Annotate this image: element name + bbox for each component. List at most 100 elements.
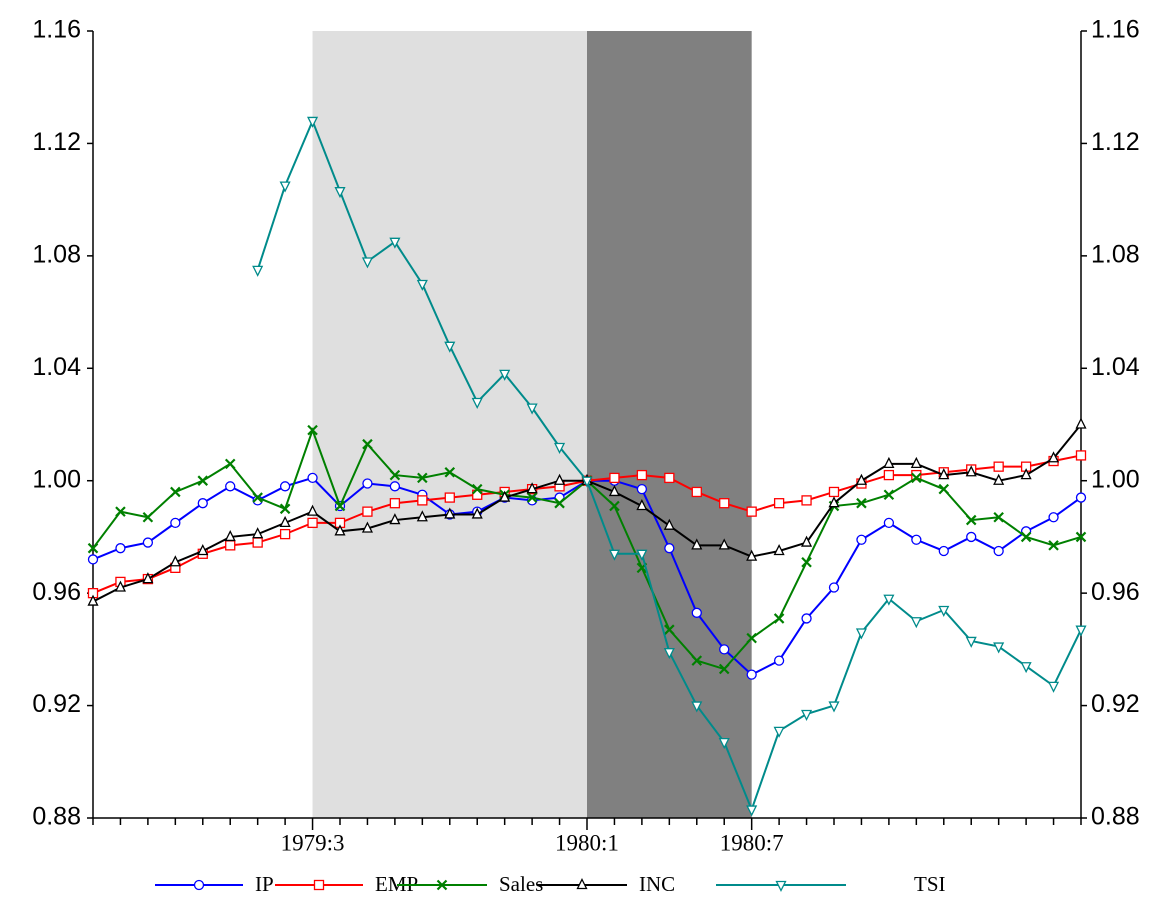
y2-tick-label: 1.16 xyxy=(1091,16,1140,44)
y2-tick-label: 1.04 xyxy=(1091,353,1140,381)
marker xyxy=(856,534,867,545)
marker xyxy=(142,511,154,523)
marker xyxy=(252,492,263,503)
marker xyxy=(334,500,346,512)
marker xyxy=(307,517,318,529)
marker xyxy=(664,624,675,635)
marker xyxy=(938,483,950,495)
marker xyxy=(746,669,757,680)
y2-tick-label: 0.88 xyxy=(1091,803,1140,831)
marker xyxy=(609,500,620,512)
y-tick-label: 1.16 xyxy=(32,16,81,44)
y-tick-label: 1.12 xyxy=(32,128,81,156)
marker xyxy=(499,369,511,381)
plot-layer xyxy=(87,116,1087,817)
marker xyxy=(362,478,373,489)
marker xyxy=(801,613,812,624)
marker xyxy=(746,549,758,561)
marker xyxy=(775,880,787,892)
marker xyxy=(910,617,922,629)
marker xyxy=(801,709,813,721)
marker xyxy=(883,594,895,606)
marker xyxy=(279,515,291,528)
marker xyxy=(471,397,483,409)
marker xyxy=(115,543,126,554)
marker xyxy=(691,701,703,713)
marker xyxy=(197,498,208,509)
marker xyxy=(1075,625,1087,637)
marker xyxy=(828,582,840,593)
marker xyxy=(471,507,483,519)
marker xyxy=(801,556,812,568)
marker xyxy=(444,492,455,503)
marker xyxy=(883,456,895,468)
marker xyxy=(965,636,977,648)
marker xyxy=(855,628,867,640)
marker xyxy=(197,544,209,556)
marker xyxy=(1075,417,1087,429)
shading-layer xyxy=(312,31,752,818)
marker xyxy=(609,472,620,484)
marker xyxy=(115,506,126,517)
marker xyxy=(389,237,401,249)
marker xyxy=(313,879,325,891)
marker xyxy=(1048,451,1060,463)
marker xyxy=(444,467,456,478)
marker xyxy=(225,540,236,551)
marker xyxy=(526,492,538,503)
marker xyxy=(526,403,538,415)
marker xyxy=(417,472,428,484)
y2-tick-label: 1.00 xyxy=(1091,465,1140,493)
x-tick-label: 1980:7 xyxy=(720,830,784,855)
marker xyxy=(938,605,950,617)
marker xyxy=(389,481,401,492)
marker xyxy=(965,514,977,526)
marker xyxy=(855,473,867,485)
marker xyxy=(225,481,236,492)
marker xyxy=(1020,531,1032,543)
marker xyxy=(691,486,702,498)
marker xyxy=(993,545,1004,557)
legend-label: IP xyxy=(255,872,274,896)
marker xyxy=(691,607,702,618)
marker xyxy=(663,518,675,530)
marker xyxy=(1048,512,1059,523)
marker xyxy=(87,594,99,606)
marker xyxy=(938,468,950,480)
marker xyxy=(307,424,318,436)
marker xyxy=(608,485,620,497)
marker xyxy=(773,655,785,666)
marker xyxy=(499,490,511,502)
marker xyxy=(773,544,785,556)
marker xyxy=(279,481,291,492)
marker xyxy=(279,528,291,540)
marker xyxy=(361,521,373,533)
marker xyxy=(114,580,126,592)
marker xyxy=(883,517,895,529)
marker xyxy=(417,495,428,506)
marker xyxy=(911,534,922,545)
marker xyxy=(883,469,895,481)
marker xyxy=(636,499,648,511)
marker xyxy=(334,187,346,199)
legend-label: EMP xyxy=(375,872,418,896)
marker xyxy=(746,506,757,517)
marker xyxy=(719,644,730,655)
marker xyxy=(828,486,840,498)
marker xyxy=(993,461,1004,472)
marker xyxy=(526,482,538,494)
marker xyxy=(773,498,785,509)
marker xyxy=(938,545,949,557)
marker xyxy=(1075,450,1087,461)
marker xyxy=(773,613,785,624)
marker xyxy=(718,737,730,750)
marker xyxy=(87,554,99,565)
marker xyxy=(361,257,373,269)
marker xyxy=(719,498,730,509)
marker xyxy=(307,116,319,128)
marker xyxy=(911,472,922,484)
marker xyxy=(252,265,264,277)
marker xyxy=(224,529,236,542)
marker xyxy=(691,538,703,550)
